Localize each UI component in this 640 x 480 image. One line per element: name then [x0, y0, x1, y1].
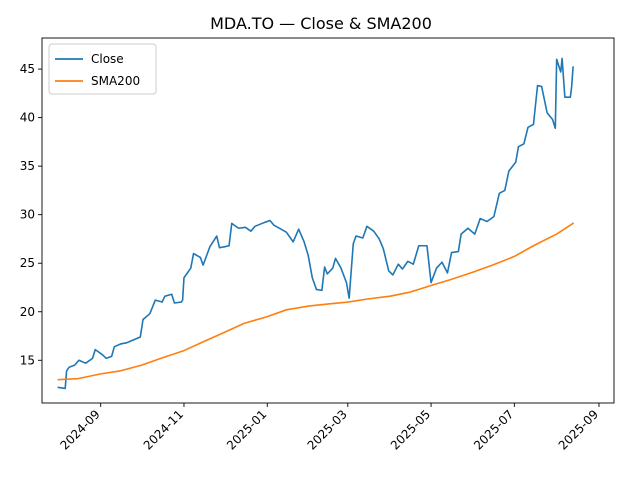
legend-label: SMA200: [91, 74, 140, 88]
x-tick-label: 2025-01: [224, 407, 269, 452]
legend: Close SMA200: [48, 43, 157, 95]
legend-label: Close: [91, 52, 124, 66]
series-line-sma200: [57, 222, 575, 381]
x-axis: 2024-09 2024-11 2025-01 2025-03 2025-05 2025-…: [57, 403, 601, 453]
chart-title: MDA.TO — Close & SMA200: [210, 14, 432, 33]
x-tick-label: 2025-05: [388, 407, 433, 452]
x-tick-label: 2025-03: [305, 407, 350, 452]
y-axis: 15 20 25 30 35 40 45: [20, 62, 42, 367]
y-tick-label: 30: [20, 208, 35, 222]
x-tick-label: 2025-09: [556, 407, 601, 452]
y-tick-label: 20: [20, 305, 35, 319]
y-tick-label: 35: [20, 159, 35, 173]
x-tick-label: 2025-07: [471, 407, 516, 452]
y-tick-label: 45: [20, 62, 35, 76]
plot-frame: [41, 37, 615, 404]
y-tick-label: 15: [20, 353, 35, 367]
x-tick-label: 2024-09: [57, 407, 102, 452]
series-layer: [57, 57, 575, 390]
y-tick-label: 25: [20, 256, 35, 270]
y-tick-label: 40: [20, 111, 35, 125]
series-line-close: [57, 57, 574, 390]
x-tick-label: 2024-11: [141, 407, 186, 452]
